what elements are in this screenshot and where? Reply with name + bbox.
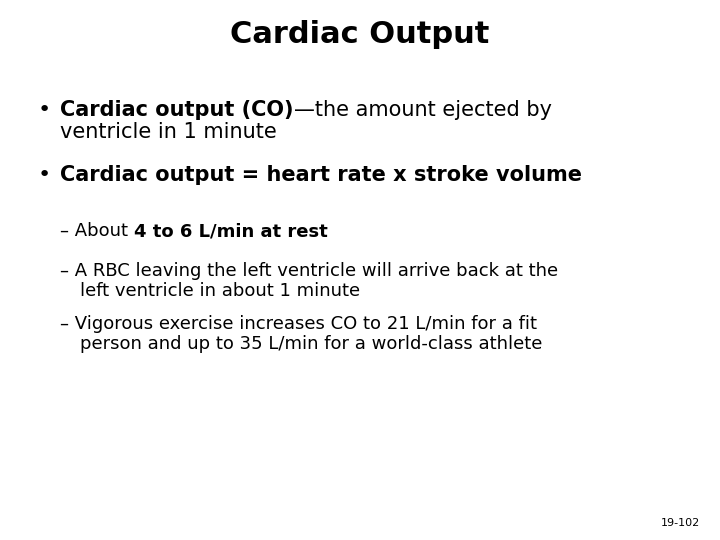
Text: left ventricle in about 1 minute: left ventricle in about 1 minute <box>80 282 360 300</box>
Text: Cardiac output (CO): Cardiac output (CO) <box>60 100 294 120</box>
Text: Cardiac output = heart rate x stroke volume: Cardiac output = heart rate x stroke vol… <box>60 165 582 185</box>
Text: 19-102: 19-102 <box>661 518 700 528</box>
Text: – About: – About <box>60 222 134 240</box>
Text: – Vigorous exercise increases CO to 21 L/min for a fit: – Vigorous exercise increases CO to 21 L… <box>60 315 537 333</box>
Text: ventricle in 1 minute: ventricle in 1 minute <box>60 122 276 142</box>
Text: •: • <box>38 100 51 120</box>
Text: 4 to 6 L/min at rest: 4 to 6 L/min at rest <box>134 222 328 240</box>
Text: •: • <box>38 165 51 185</box>
Text: person and up to 35 L/min for a world-class athlete: person and up to 35 L/min for a world-cl… <box>80 335 542 353</box>
Text: —the amount ejected by: —the amount ejected by <box>294 100 552 120</box>
Text: – A RBC leaving the left ventricle will arrive back at the: – A RBC leaving the left ventricle will … <box>60 262 558 280</box>
Text: Cardiac Output: Cardiac Output <box>230 20 490 49</box>
